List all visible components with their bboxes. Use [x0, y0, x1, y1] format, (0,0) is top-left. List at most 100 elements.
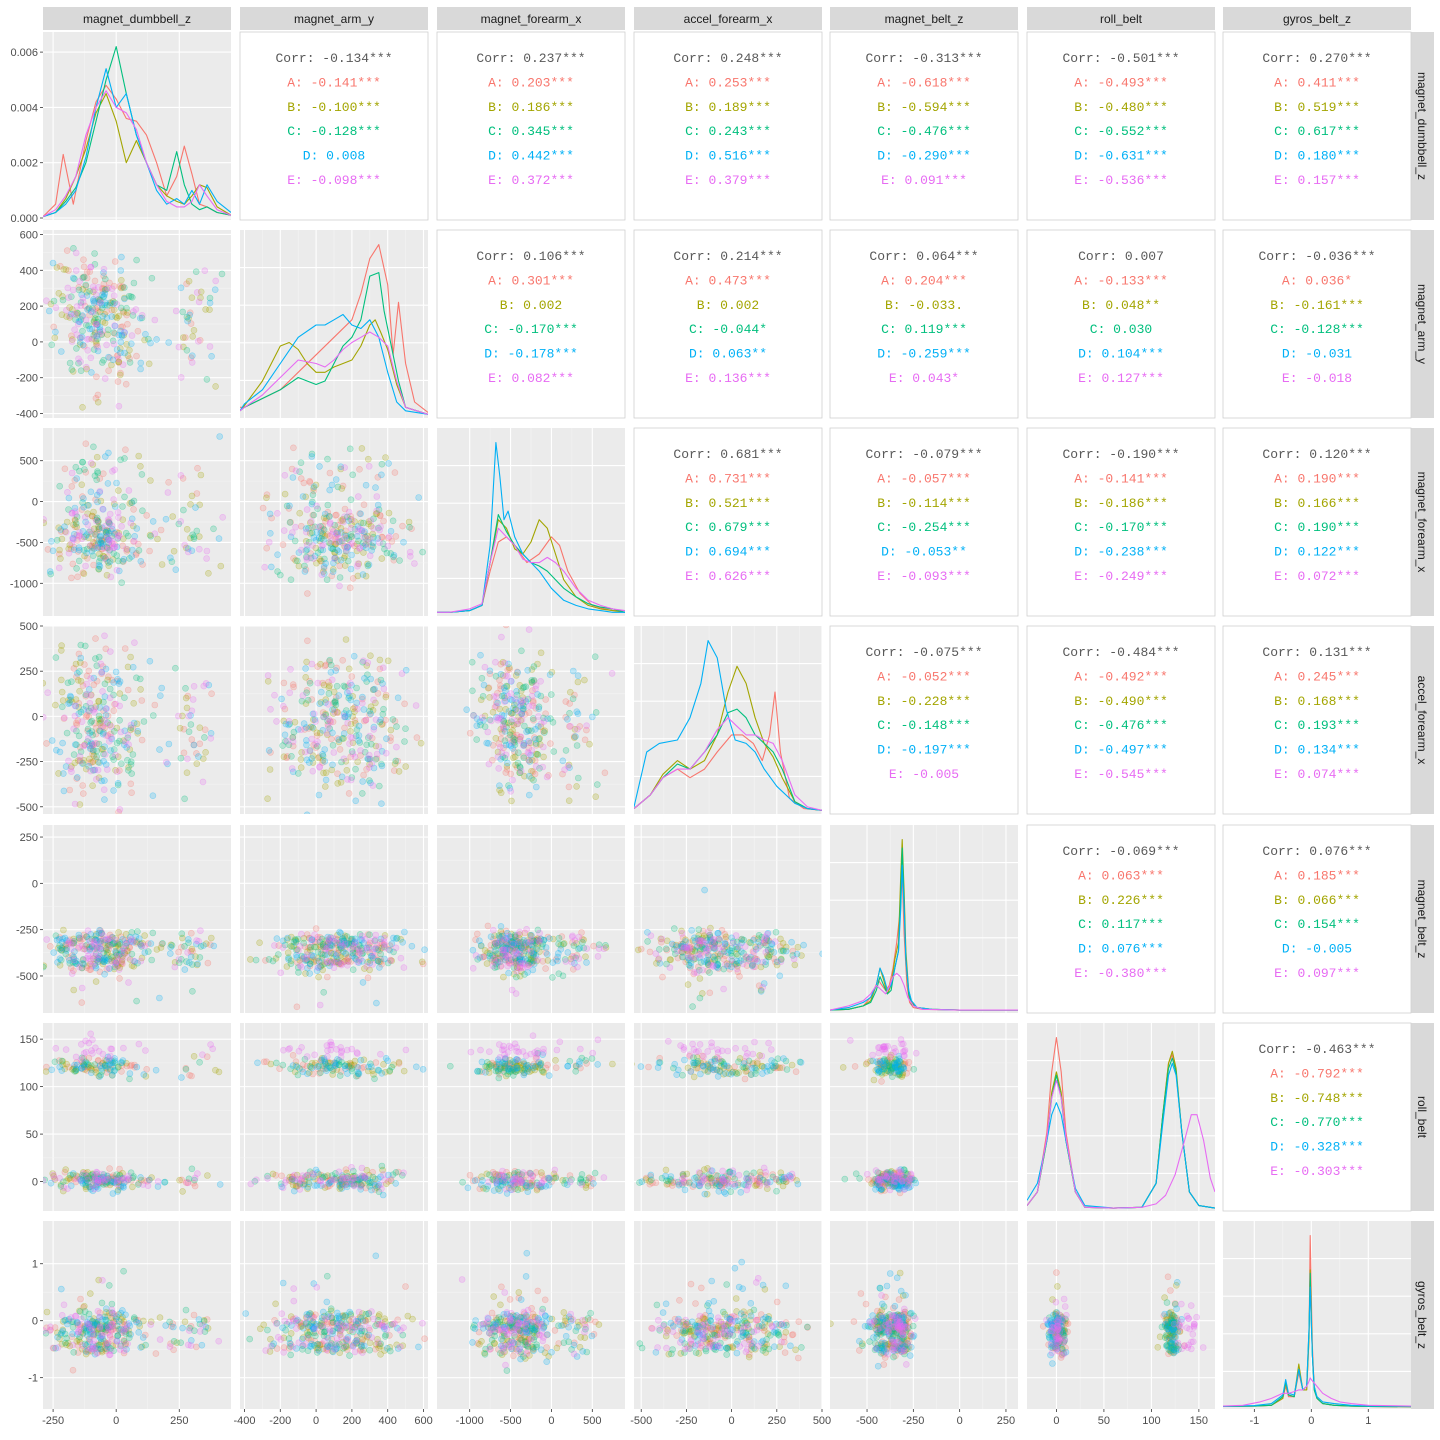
scatter-point: [477, 721, 484, 729]
scatter-point: [305, 1178, 313, 1186]
scatter-point: [495, 740, 503, 747]
correlation-group-label: B: 0.189***: [685, 100, 771, 115]
scatter-point: [139, 939, 146, 947]
scatter-point: [487, 941, 495, 949]
scatter-point: [330, 964, 338, 972]
scatter-point: [503, 723, 510, 731]
scatter-point: [334, 521, 342, 529]
scatter-point: [336, 582, 343, 590]
scatter-point: [99, 312, 106, 320]
scatter-point: [86, 946, 93, 954]
scatter-point: [71, 759, 79, 767]
scatter-point: [498, 692, 506, 700]
scatter-point: [71, 702, 79, 710]
scatter-point: [108, 306, 116, 314]
scatter-point: [129, 1183, 136, 1191]
panel-background: [43, 825, 231, 1013]
scatter-point: [158, 684, 165, 692]
scatter-point: [374, 535, 382, 542]
scatter-point: [378, 960, 385, 968]
scatter-point: [363, 944, 371, 951]
y-tick-label: 250: [20, 666, 38, 678]
scatter-point: [320, 769, 327, 777]
scatter-point: [291, 718, 299, 726]
scatter-point: [184, 317, 191, 325]
scatter-point: [297, 764, 305, 771]
scatter-point: [277, 969, 285, 977]
scatter-point: [398, 670, 406, 677]
scatter-point: [188, 294, 196, 302]
scatter-point: [548, 668, 556, 676]
scatter-point: [351, 935, 359, 943]
scatter-point: [266, 510, 274, 518]
scatter-point: [331, 705, 338, 713]
scatter-point: [66, 956, 73, 964]
scatter-point: [93, 536, 101, 543]
scatter-point: [531, 954, 538, 962]
scatter-point: [76, 757, 84, 765]
scatter-point: [750, 963, 757, 971]
scatter-point: [699, 966, 706, 974]
scatter-point: [288, 465, 296, 473]
scatter-point: [289, 474, 297, 481]
scatter-point: [103, 308, 110, 316]
scatter-point: [334, 735, 341, 742]
scatter-point: [327, 661, 335, 669]
scatter-point: [101, 939, 108, 947]
scatter-point: [63, 313, 70, 320]
scatter-point: [59, 739, 66, 747]
scatter-point: [76, 960, 84, 968]
column-strip: magnet_forearm_x: [437, 7, 625, 30]
scatter-point: [65, 506, 72, 513]
scatter-point: [327, 537, 335, 545]
panel: Corr: 0.248***A: 0.253***B: 0.189***C: 0…: [633, 31, 823, 221]
scatter-point: [485, 684, 493, 692]
scatter-point: [59, 945, 66, 952]
scatter-point: [347, 533, 355, 540]
scatter-point: [72, 517, 79, 524]
scatter-point: [293, 951, 300, 959]
scatter-point: [310, 511, 318, 519]
scatter-point: [253, 1176, 260, 1184]
scatter-point: [88, 728, 96, 735]
scatter-point: [349, 734, 356, 742]
scatter-point: [336, 952, 344, 959]
scatter-point: [709, 936, 717, 944]
scatter-point: [401, 738, 408, 745]
scatter-point: [513, 942, 521, 950]
scatter-point: [510, 970, 518, 978]
scatter-point: [379, 1191, 387, 1199]
scatter-point: [367, 710, 375, 718]
scatter-point: [104, 284, 112, 292]
scatter-point: [126, 1070, 134, 1077]
panel: Corr: -0.036***A: 0.036*B: -0.161***C: -…: [1222, 229, 1412, 419]
scatter-point: [208, 690, 215, 698]
correlation-group-label: D: -0.631***: [1074, 149, 1168, 164]
scatter-point: [95, 929, 103, 937]
scatter-point: [102, 936, 109, 944]
scatter-point: [342, 527, 349, 535]
scatter-point: [197, 294, 204, 302]
column-strip: magnet_arm_y: [240, 7, 428, 30]
scatter-point: [66, 314, 73, 321]
scatter-point: [349, 713, 356, 720]
scatter-point: [59, 296, 67, 304]
scatter-point: [90, 674, 98, 682]
scatter-point: [58, 947, 66, 954]
scatter-point: [127, 653, 134, 661]
density-line-E: [437, 527, 625, 613]
scatter-point: [310, 484, 317, 492]
scatter-point: [302, 525, 310, 532]
scatter-point: [388, 957, 396, 965]
scatter-point: [296, 1186, 304, 1193]
scatter-point: [94, 398, 102, 406]
scatter-point: [528, 727, 535, 735]
scatter-point: [706, 969, 713, 976]
scatter-point: [80, 960, 87, 968]
scatter-point: [319, 530, 327, 537]
scatter-point: [87, 459, 95, 467]
scatter-point: [111, 258, 119, 265]
scatter-point: [554, 949, 562, 957]
scatter-point: [100, 958, 108, 966]
